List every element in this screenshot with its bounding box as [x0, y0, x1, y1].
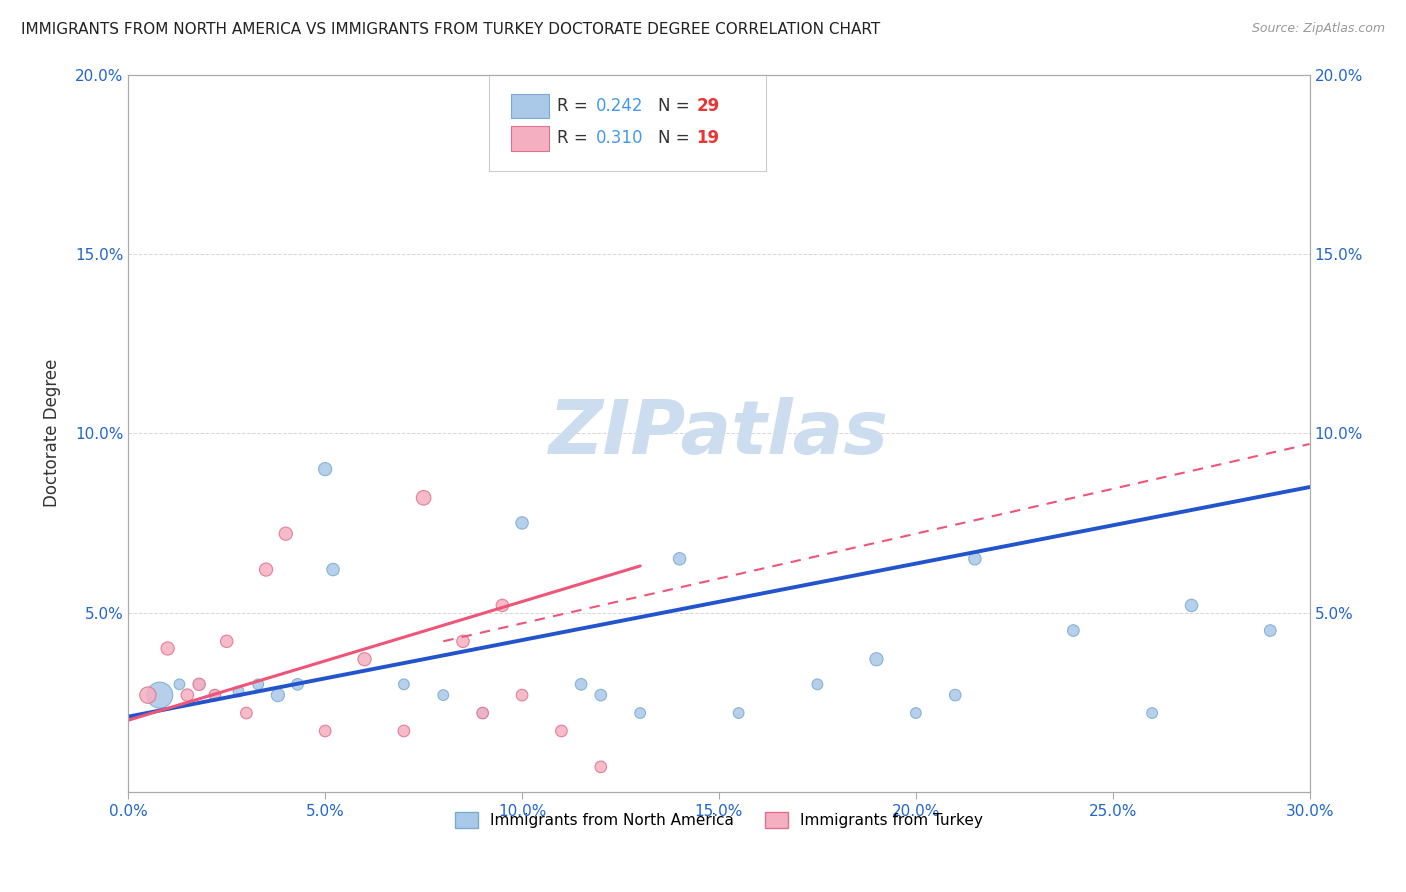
- Text: N =: N =: [658, 97, 695, 115]
- Point: [806, 677, 828, 691]
- Point: [149, 688, 172, 702]
- Point: [322, 563, 344, 577]
- Point: [1140, 706, 1163, 720]
- Point: [188, 677, 211, 691]
- Y-axis label: Doctorate Degree: Doctorate Degree: [44, 359, 60, 508]
- Text: R =: R =: [557, 97, 593, 115]
- Point: [215, 634, 238, 648]
- Point: [589, 688, 612, 702]
- Point: [204, 688, 226, 702]
- Point: [510, 516, 533, 530]
- Text: ZIPatlas: ZIPatlas: [548, 397, 889, 470]
- Point: [156, 641, 179, 656]
- Legend: Immigrants from North America, Immigrants from Turkey: Immigrants from North America, Immigrant…: [449, 806, 988, 835]
- Point: [589, 760, 612, 774]
- Point: [1180, 599, 1202, 613]
- Point: [747, 157, 769, 171]
- Point: [392, 677, 415, 691]
- Point: [471, 706, 494, 720]
- Point: [628, 706, 651, 720]
- FancyBboxPatch shape: [488, 75, 766, 171]
- Point: [510, 688, 533, 702]
- Point: [247, 677, 270, 691]
- FancyBboxPatch shape: [510, 94, 548, 119]
- Point: [904, 706, 927, 720]
- Point: [432, 688, 454, 702]
- Point: [865, 652, 887, 666]
- Point: [353, 652, 375, 666]
- Point: [169, 677, 191, 691]
- Point: [254, 563, 277, 577]
- Point: [136, 688, 159, 702]
- Point: [267, 688, 290, 702]
- Point: [550, 723, 572, 738]
- Point: [471, 706, 494, 720]
- Point: [392, 723, 415, 738]
- Text: IMMIGRANTS FROM NORTH AMERICA VS IMMIGRANTS FROM TURKEY DOCTORATE DEGREE CORRELA: IMMIGRANTS FROM NORTH AMERICA VS IMMIGRA…: [21, 22, 880, 37]
- Text: R =: R =: [557, 129, 593, 147]
- Point: [314, 723, 336, 738]
- Point: [943, 688, 966, 702]
- Point: [491, 599, 513, 613]
- Text: N =: N =: [658, 129, 695, 147]
- Text: 0.242: 0.242: [596, 97, 644, 115]
- Point: [176, 688, 198, 702]
- Point: [204, 688, 226, 702]
- Text: Source: ZipAtlas.com: Source: ZipAtlas.com: [1251, 22, 1385, 36]
- Point: [1062, 624, 1084, 638]
- FancyBboxPatch shape: [510, 126, 548, 151]
- Point: [228, 684, 250, 698]
- Point: [1258, 624, 1281, 638]
- Point: [668, 551, 690, 566]
- Text: 0.310: 0.310: [596, 129, 644, 147]
- Text: 29: 29: [696, 97, 720, 115]
- Point: [451, 634, 474, 648]
- Point: [274, 526, 297, 541]
- Point: [963, 551, 986, 566]
- Point: [412, 491, 434, 505]
- Point: [188, 677, 211, 691]
- Point: [727, 706, 749, 720]
- Point: [287, 677, 309, 691]
- Text: 19: 19: [696, 129, 720, 147]
- Point: [314, 462, 336, 476]
- Point: [235, 706, 257, 720]
- Point: [569, 677, 592, 691]
